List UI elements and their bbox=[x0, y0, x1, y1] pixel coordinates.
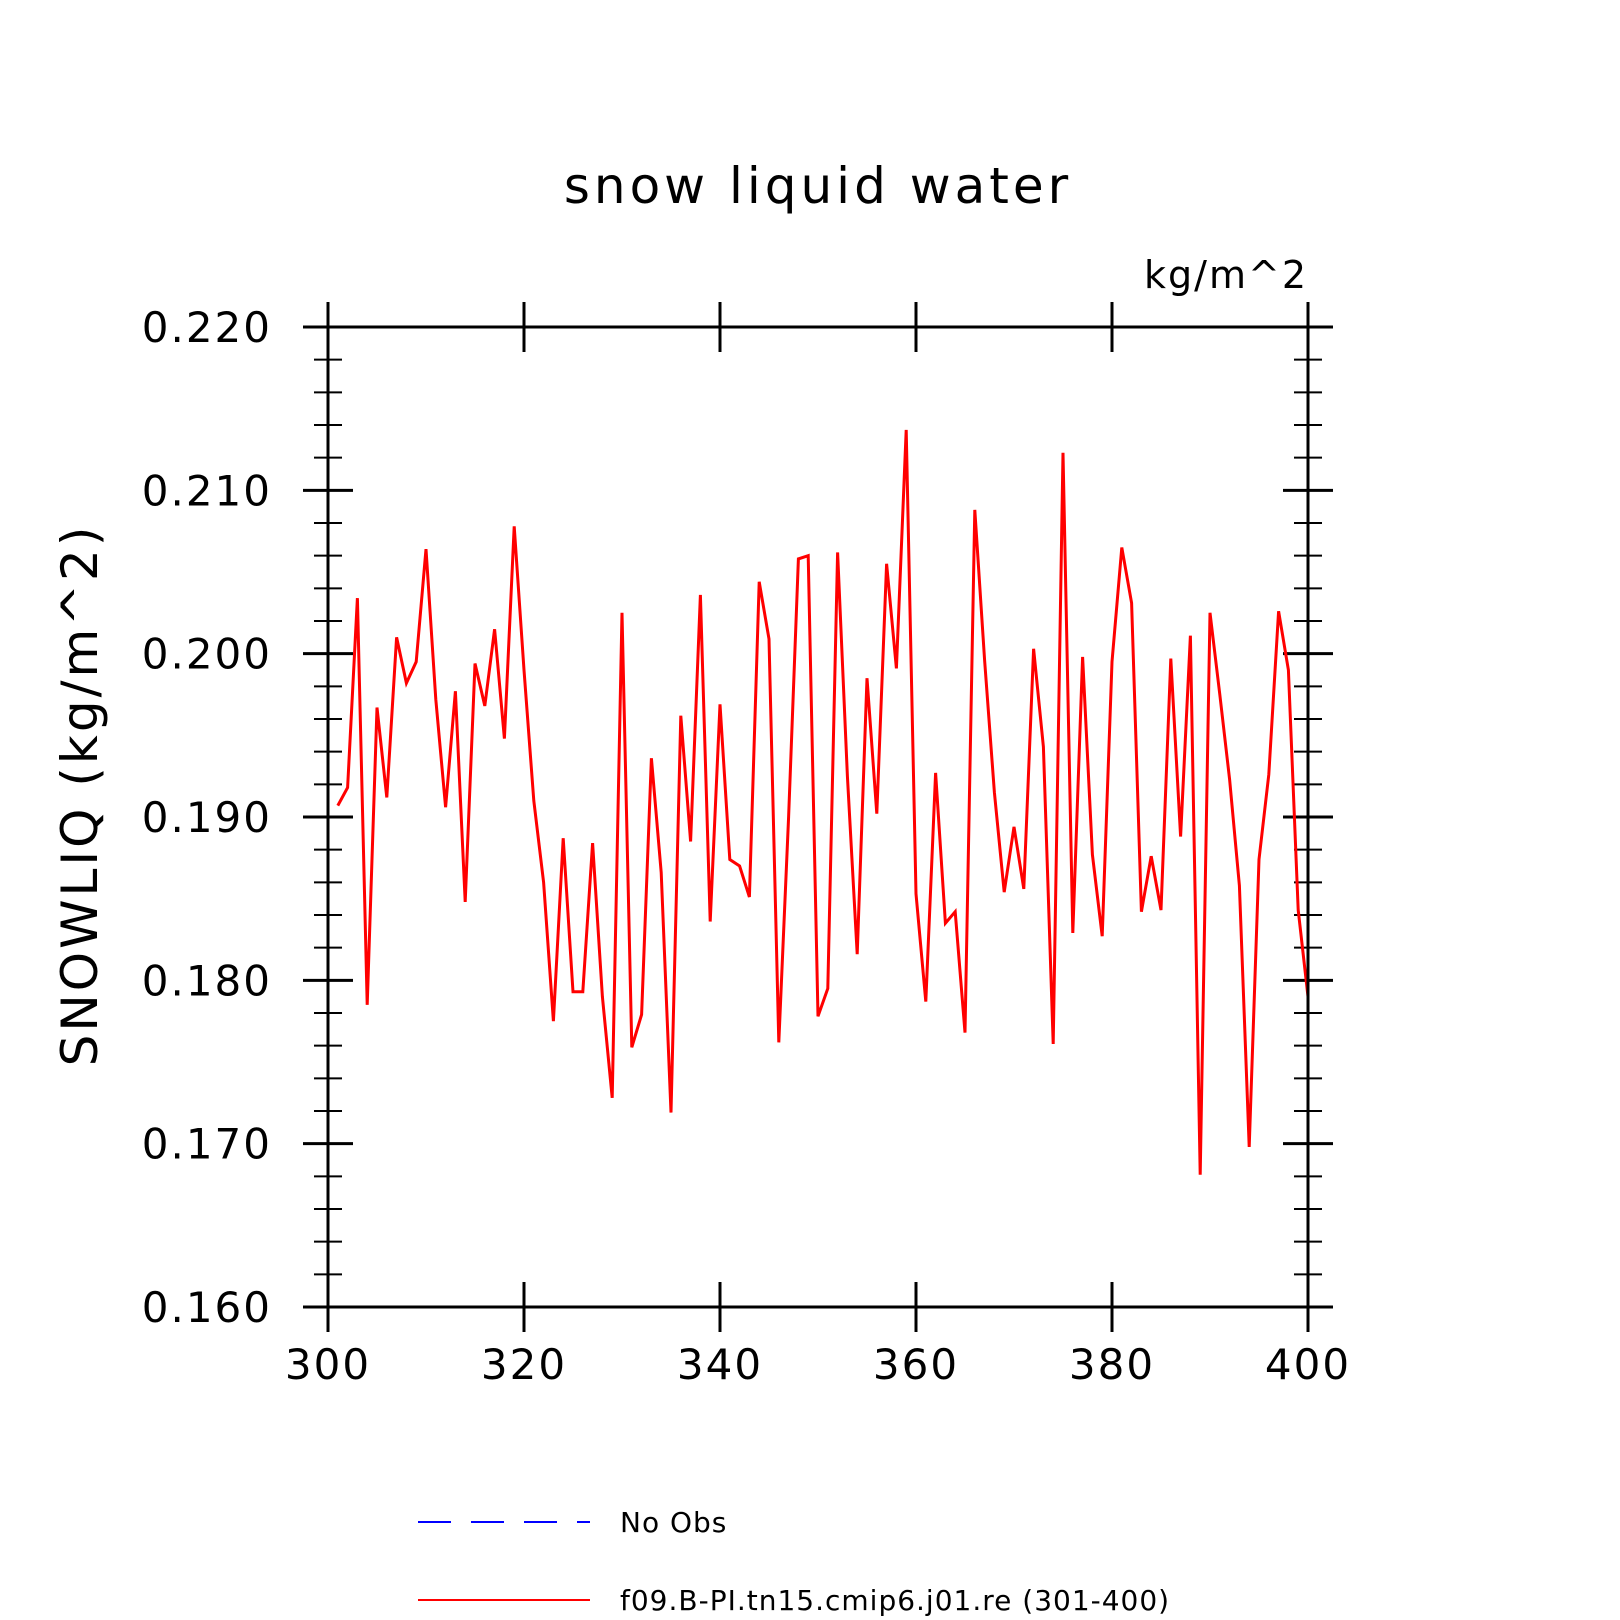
x-tick-label: 380 bbox=[1069, 1340, 1155, 1389]
chart-title: snow liquid water bbox=[564, 157, 1072, 215]
y-tick-label: 0.180 bbox=[142, 956, 272, 1005]
legend-label: No Obs bbox=[620, 1506, 727, 1539]
y-tick-label: 0.220 bbox=[142, 303, 272, 352]
x-tick-label: 340 bbox=[677, 1340, 763, 1389]
legend-label: f09.B-PI.tn15.cmip6.j01.re (301-400) bbox=[620, 1584, 1170, 1617]
series-layer bbox=[336, 429, 1310, 1175]
x-tick-label: 400 bbox=[1265, 1340, 1351, 1389]
y-tick-label: 0.160 bbox=[142, 1283, 272, 1332]
x-tick-label: 300 bbox=[285, 1340, 371, 1389]
series-line bbox=[336, 429, 1310, 1175]
legend: No Obs f09.B-PI.tn15.cmip6.j01.re (301-40… bbox=[418, 1506, 1170, 1617]
y-tick-label: 0.190 bbox=[142, 793, 272, 842]
y-axis-label: SNOWLIQ (kg/m^2) bbox=[51, 524, 109, 1067]
plot-frame bbox=[326, 325, 1310, 1309]
y-tick-label: 0.170 bbox=[142, 1120, 272, 1169]
y-tick-label: 0.200 bbox=[142, 630, 272, 679]
x-tick-label: 360 bbox=[873, 1340, 959, 1389]
axis-tick-labels: 300 320 340 360 380 400 0.160 0.170 0.180 0.190 0.… bbox=[142, 303, 1351, 1389]
y-tick-label: 0.210 bbox=[142, 466, 272, 515]
x-tick-label: 320 bbox=[481, 1340, 567, 1389]
units-label: kg/m^2 bbox=[1144, 253, 1308, 297]
